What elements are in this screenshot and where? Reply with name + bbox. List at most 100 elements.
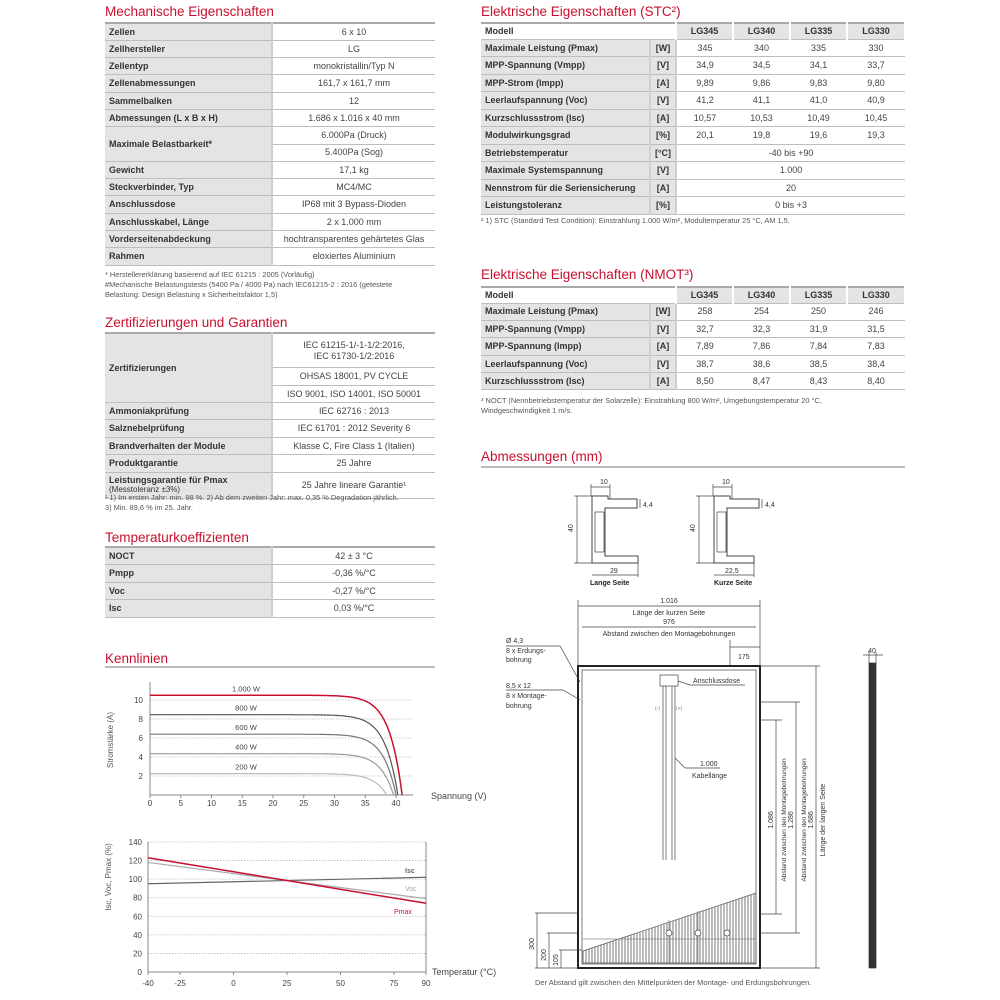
row-label-text: Gewicht (109, 164, 145, 175)
x-tick-label: 35 (361, 799, 370, 808)
row-label: Betriebstemperatur (481, 144, 651, 162)
row-label: Maximale Systemspannung (481, 161, 651, 180)
row-value: 17,1 kg (272, 161, 435, 180)
profile-long-label: Lange Seite (590, 580, 629, 587)
row-value: 38,4 (847, 355, 905, 374)
offset-105: 105 (553, 954, 560, 966)
table-row: Ammoniakprüfung IEC 62716 : 2013 (105, 402, 435, 421)
row-value: MC4/MC (272, 178, 435, 197)
row-value: 6 x 10 (272, 23, 435, 41)
model-header: LG345 (676, 23, 734, 40)
x-tick-label: 90 (422, 979, 431, 988)
row-unit: [%] (650, 126, 677, 145)
model-header: LG330 (847, 23, 906, 40)
table-row: Steckverbinder, Typ MC4/MC (105, 178, 435, 197)
y-tick-label: 140 (129, 838, 143, 847)
curve-label: 400 W (235, 743, 258, 752)
row-label: Anschlusskabel, Länge (105, 213, 273, 232)
row-value: 254 (733, 303, 790, 321)
table-row: Vorderseitenabdeckung hochtransparentes g… (105, 230, 435, 249)
table-row: Leistungsgarantie für Pmax (Messtoleranz … (105, 472, 435, 499)
width-value: 1.016 (660, 598, 678, 605)
y-tick-label: 40 (133, 931, 142, 940)
header-row: Modell LG345 LG340 LG335 LG330 (481, 23, 906, 40)
row-label-note: (Messtoleranz ±3%) (109, 485, 181, 495)
profile-short-side: 10 4,4 40 22,5 Kurze Seite (690, 479, 775, 587)
row-label: Gewicht (105, 161, 273, 180)
row-label-text: Steckverbinder, Typ (109, 182, 194, 193)
row-label-text: Zellentyp (109, 60, 149, 71)
row-label-text: Salznebelprüfung (109, 423, 185, 434)
table-row: 5.400Pa (Sog) (105, 144, 435, 162)
row-label: Maximale Leistung (Pmax) (481, 39, 651, 57)
row-value: LG (272, 40, 435, 59)
profile-long-width: 10 (600, 479, 608, 486)
row-value: 34,5 (733, 56, 790, 75)
x-tick-label: 75 (389, 979, 398, 988)
x-tick-label: -25 (174, 979, 186, 988)
iv-curve-4 (150, 773, 388, 796)
curve-label: 200 W (235, 763, 258, 772)
table-row: Zellen 6 x 10 (105, 23, 435, 41)
row-unit: [W] (650, 303, 677, 321)
table-row: MPP-Strom (Impp) [A] 9,89 9,86 9,83 9,80 (481, 74, 905, 92)
row-value: 12 (272, 92, 435, 110)
row-unit: [A] (650, 337, 677, 356)
mount-length-1-label: Abstand zwischen den Montagebohrungen (781, 758, 788, 882)
row-value: 34,1 (790, 56, 847, 75)
row-label-text: Maximale Belastbarkeit* (109, 138, 213, 149)
ground-hole-size: Ø 4,3 (506, 638, 523, 645)
row-label-text: Zellhersteller (109, 43, 166, 54)
series-label: Isc (405, 868, 415, 875)
x-tick-label: 25 (283, 979, 292, 988)
row-unit: [A] (650, 179, 677, 197)
offset-300: 300 (529, 938, 536, 950)
y-axis-label: Isc, Voc, Pmax (%) (104, 843, 113, 911)
row-value: 41,1 (733, 91, 790, 110)
nmot-title: Elektrische Eigenschaften (NMOT³) (481, 267, 694, 282)
row-label: Zellenabmessungen (105, 74, 273, 93)
row-value: 41,2 (676, 91, 733, 110)
mount-length-1-value: 1.086 (768, 811, 775, 829)
table-row: Abmessungen (L x B x H) 1.686 x 1.016 x 4… (105, 109, 435, 128)
row-label: Sammelbalken (105, 92, 273, 110)
row-value: 10,53 (733, 109, 790, 127)
row-value: 8,50 (676, 372, 733, 391)
x-tick-label: 5 (179, 799, 184, 808)
row-label-text: Anschlussdose (109, 199, 176, 210)
table-row: Maximale Systemspannung [V] 1.000 (481, 161, 905, 180)
cable-label: Kabellänge (692, 773, 727, 780)
row-value: 41,0 (790, 91, 847, 110)
hole-labels: Ø 4,3 8 x Erdungs- bohrung 8,5 x 12 8 x … (506, 638, 581, 710)
row-value: 20 (676, 179, 905, 197)
y-tick-label: 100 (129, 875, 143, 884)
row-unit: [A] (650, 372, 677, 391)
table-row: Pmpp -0,36 %/°C (105, 564, 435, 583)
profile-long-base: 29 (610, 568, 618, 575)
nmot-footnote: ³ NOCT (Nennbetriebstemperatur der Solar… (481, 396, 822, 415)
model-header: LG345 (676, 287, 734, 304)
row-value: IEC 61215-1/-1-1/2:2016, IEC 61730-1/2:2… (272, 333, 435, 369)
header-label: Modell (481, 287, 677, 304)
length-label: Länge der langen Seite (820, 784, 827, 856)
x-tick-label: 20 (269, 799, 278, 808)
row-value: hochtransparentes gehärtetes Glas (272, 230, 435, 249)
row-label-text: Pmpp (109, 568, 135, 579)
row-value: 20,1 (676, 126, 733, 145)
mount-length-2-value: 1.286 (788, 811, 795, 829)
y-axis-label: Stromstärke (A) (106, 712, 115, 768)
row-label: Zertifizierungen (105, 333, 273, 404)
profile-short-lip: 4,4 (765, 502, 775, 509)
temperature-title: Temperaturkoeffizienten (105, 530, 249, 545)
row-unit: [A] (650, 109, 677, 127)
x-tick-label: 50 (336, 979, 345, 988)
row-value: 8,47 (733, 372, 790, 391)
table-row: Anschlussdose IP68 mit 3 Bypass-Dioden (105, 195, 435, 214)
profile-long-side: 10 4,4 40 29 Lange Seite (568, 479, 653, 587)
row-label-text: Rahmen (109, 251, 145, 262)
row-label: Anschlussdose (105, 195, 273, 214)
row-label-text: Vorderseitenabdeckung (109, 233, 211, 244)
row-value: OHSAS 18001, PV CYCLE (272, 367, 435, 386)
row-value: 38,6 (733, 355, 790, 374)
row-value: 258 (676, 303, 733, 321)
